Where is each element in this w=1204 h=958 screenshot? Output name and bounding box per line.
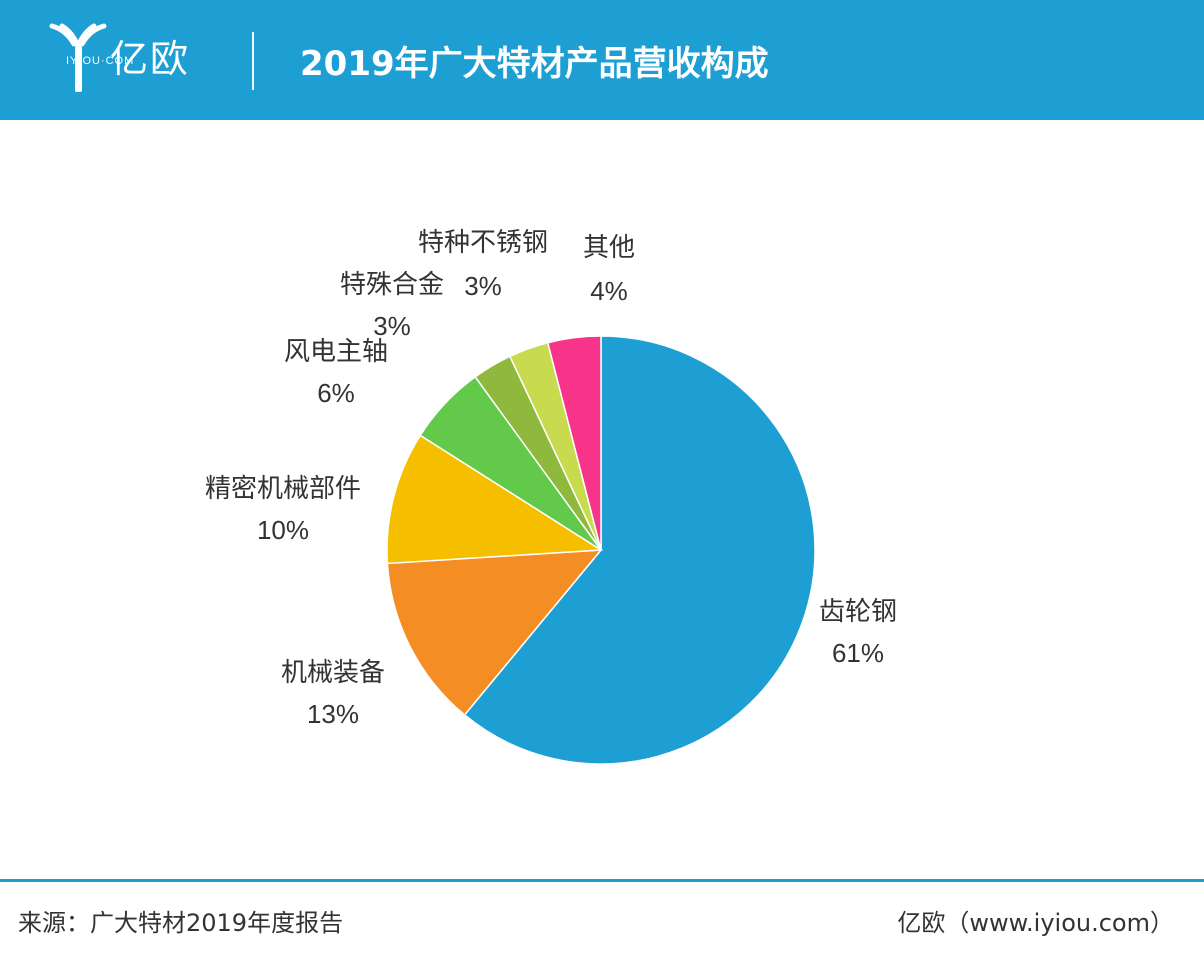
page-title: 2019年广大特材产品营收构成 (300, 44, 769, 84)
header-bar: 亿欧 IYIOU·COM 2019年广大特材产品营收构成 (0, 0, 1204, 120)
slice-percent-label: 3% (373, 311, 411, 341)
slice-category-label: 特种不锈钢 (418, 228, 548, 258)
slice-category-label: 机械装备 (281, 658, 385, 688)
slice-percent-label: 3% (464, 271, 502, 301)
slice-percent-label: 10% (257, 515, 309, 545)
slice-category-label: 精密机械部件 (205, 474, 361, 504)
logo-text: 亿欧 (110, 37, 191, 81)
footer-divider (0, 879, 1204, 882)
credit-note: 亿欧（www.iyiou.com） (897, 909, 1174, 937)
slice-percent-label: 6% (317, 378, 355, 408)
source-note: 来源：广大特材2019年度报告 (18, 909, 344, 937)
slice-category-label: 风电主轴 (284, 337, 388, 367)
pie-slice-3 (386, 434, 604, 565)
slice-percent-label: 61% (832, 638, 884, 668)
header-divider (252, 32, 254, 90)
pie-chart: 齿轮钢 61% 机械装备 13% 精密机械部件 10% 风电主轴 6% 特殊合金 3% 特种不锈钢 3… (205, 228, 897, 765)
slice-percent-label: 4% (590, 276, 628, 306)
logo-subtext: IYIOU·COM (66, 55, 135, 67)
slice-category-label: 其他 (583, 233, 635, 263)
pie-slice-7 (546, 335, 602, 551)
iyiou-logo-icon (49, 23, 107, 92)
slice-category-label: 特殊合金 (340, 270, 444, 300)
pie-slice-1 (463, 335, 816, 765)
slice-percent-label: 13% (307, 699, 359, 729)
slice-category-label: 齿轮钢 (819, 597, 897, 627)
pie-slice-2 (386, 549, 603, 716)
